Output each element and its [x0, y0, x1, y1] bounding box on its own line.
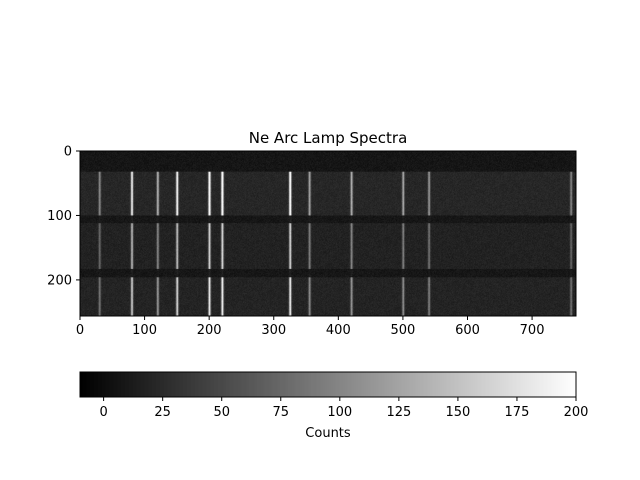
y-tick-label: 0: [64, 145, 72, 160]
colorbar-tick-label: 50: [213, 405, 230, 420]
y-tick-label: 200: [47, 273, 72, 288]
x-tick-label: 200: [197, 323, 222, 338]
colorbar-tick-label: 25: [154, 405, 171, 420]
colorbar-frame: [79, 371, 577, 398]
colorbar-tick-label: 175: [505, 405, 530, 420]
colorbar-axis: 0 25 50 75 100 125 150 175 200: [99, 397, 588, 420]
x-axis: 0 100 200 300 400 500 600 700: [76, 316, 545, 338]
colorbar-tick-label: 0: [99, 405, 107, 420]
axes-frame: [79, 150, 577, 317]
x-tick-label: 400: [326, 323, 351, 338]
x-tick-label: 300: [261, 323, 286, 338]
colorbar-tick-label: 200: [564, 405, 589, 420]
colorbar-tick-label: 150: [445, 405, 470, 420]
spectra-image: [80, 151, 576, 316]
colorbar-label: Counts: [305, 426, 351, 441]
colorbar: 0 25 50 75 100 125 150 175 200 Counts: [79, 371, 588, 441]
x-tick-label: 700: [520, 323, 545, 338]
plot-area: 0 100 200 300 400 500 600 700 0 100 200: [47, 145, 577, 338]
y-axis: 0 100 200: [47, 145, 80, 288]
colorbar-gradient: [80, 372, 576, 397]
chart-title: Ne Arc Lamp Spectra: [249, 129, 408, 147]
colorbar-tick-label: 125: [386, 405, 411, 420]
x-tick-label: 500: [391, 323, 416, 338]
x-tick-label: 0: [76, 323, 84, 338]
x-tick-label: 100: [132, 323, 157, 338]
colorbar-tick-label: 100: [327, 405, 352, 420]
y-tick-label: 100: [47, 209, 72, 224]
colorbar-tick-label: 75: [272, 405, 289, 420]
x-tick-label: 600: [455, 323, 480, 338]
